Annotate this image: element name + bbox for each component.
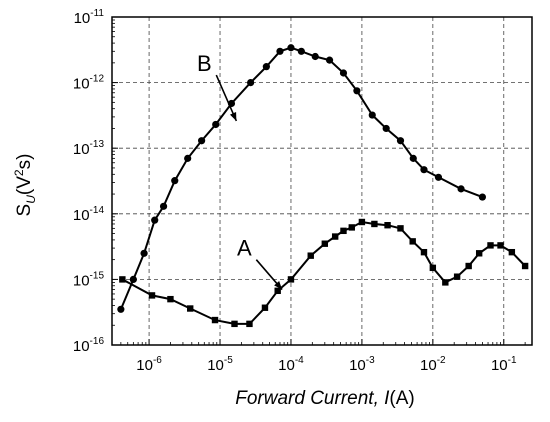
series-a-point xyxy=(261,304,269,311)
series-a-point xyxy=(358,218,366,226)
y-tick-label: 10-12 xyxy=(73,74,105,93)
series-b-point xyxy=(297,47,305,55)
series-group xyxy=(117,44,529,328)
y-tick-label: 10-15 xyxy=(73,270,105,289)
series-a-point xyxy=(287,276,295,283)
series-a-point xyxy=(475,250,483,257)
series-a-point xyxy=(340,227,347,235)
series-a-line xyxy=(121,220,526,325)
series-b-point xyxy=(396,137,405,145)
series-b-point xyxy=(184,154,192,162)
series-b-point xyxy=(247,79,255,87)
series-a-point xyxy=(497,242,504,249)
x-tick-label: 10-6 xyxy=(136,355,162,374)
series-b-point xyxy=(159,202,168,210)
series-a-point xyxy=(465,262,472,270)
x-tick-label: 10-2 xyxy=(420,355,446,374)
annotations: BA xyxy=(197,51,283,291)
series-a-point xyxy=(348,224,355,231)
series-a-point xyxy=(384,222,391,229)
series-b-point xyxy=(262,63,270,71)
series-a-point xyxy=(487,242,494,249)
series-a-point xyxy=(442,279,449,286)
y-tick-label: 10-16 xyxy=(73,336,105,355)
y-tick-labels: 10-16 10-15 10-14 10-13 10-12 10-11 xyxy=(73,8,105,355)
series-a-point xyxy=(397,225,404,232)
x-axis-label: Forward Current, I(A) xyxy=(235,388,414,409)
series-b-point xyxy=(276,47,284,55)
series-a-point xyxy=(453,273,461,280)
grid-lines xyxy=(112,17,532,345)
series-a-point xyxy=(420,248,428,256)
x-tick-label: 10-5 xyxy=(207,355,233,374)
series-b-point xyxy=(368,111,376,119)
series-a-point xyxy=(167,295,174,303)
series-b-point xyxy=(151,216,159,224)
series-a-point xyxy=(231,320,238,328)
series-a-point xyxy=(148,292,156,299)
axis-ticks xyxy=(111,16,526,346)
label-a: A xyxy=(237,236,252,261)
y-tick-label: 10-11 xyxy=(74,8,105,27)
series-b-point xyxy=(129,275,137,283)
y-tick-label: 10-14 xyxy=(73,205,105,224)
series-b-point xyxy=(353,87,361,95)
x-tick-label: 10-4 xyxy=(278,355,304,374)
series-a-point xyxy=(211,316,219,324)
series-a-point xyxy=(521,262,529,270)
series-a-point xyxy=(246,320,253,328)
series-b-point xyxy=(409,154,417,162)
series-b-point xyxy=(140,249,148,257)
x-tick-labels: 10-6 10-5 10-4 10-3 10-2 10-1 xyxy=(136,355,517,374)
x-tick-label: 10-1 xyxy=(491,355,517,374)
series-a-point xyxy=(187,305,194,312)
series-b-point xyxy=(117,305,125,313)
y-tick-label: 10-13 xyxy=(73,139,105,158)
series-b-point xyxy=(311,52,319,61)
series-b-point xyxy=(171,177,179,185)
label-b: B xyxy=(197,51,212,76)
series-a-point xyxy=(331,233,339,240)
series-a-point xyxy=(321,240,329,247)
series-b-point xyxy=(434,173,443,181)
x-tick-label: 10-3 xyxy=(349,355,375,374)
series-a-point xyxy=(307,252,314,259)
series-b-point xyxy=(420,166,428,174)
series-a-point xyxy=(409,238,416,245)
series-b-point xyxy=(457,185,465,193)
series-a-point xyxy=(508,248,516,256)
series-b-point xyxy=(212,120,220,129)
series-a-point xyxy=(429,264,437,272)
series-a-point xyxy=(371,220,378,228)
series-a-point xyxy=(274,287,281,295)
plot-frame xyxy=(111,16,533,346)
series-b-point xyxy=(339,69,348,77)
arrowhead-a xyxy=(274,281,283,290)
y-axis-label: SU(V2s) xyxy=(12,154,38,217)
series-b-point xyxy=(382,124,390,133)
arrowhead-b xyxy=(229,111,237,121)
series-b-point xyxy=(287,44,295,52)
series-a-point xyxy=(119,276,126,283)
series-b-point xyxy=(478,193,487,201)
series-b-point xyxy=(325,56,334,64)
series-b-point xyxy=(198,137,206,145)
